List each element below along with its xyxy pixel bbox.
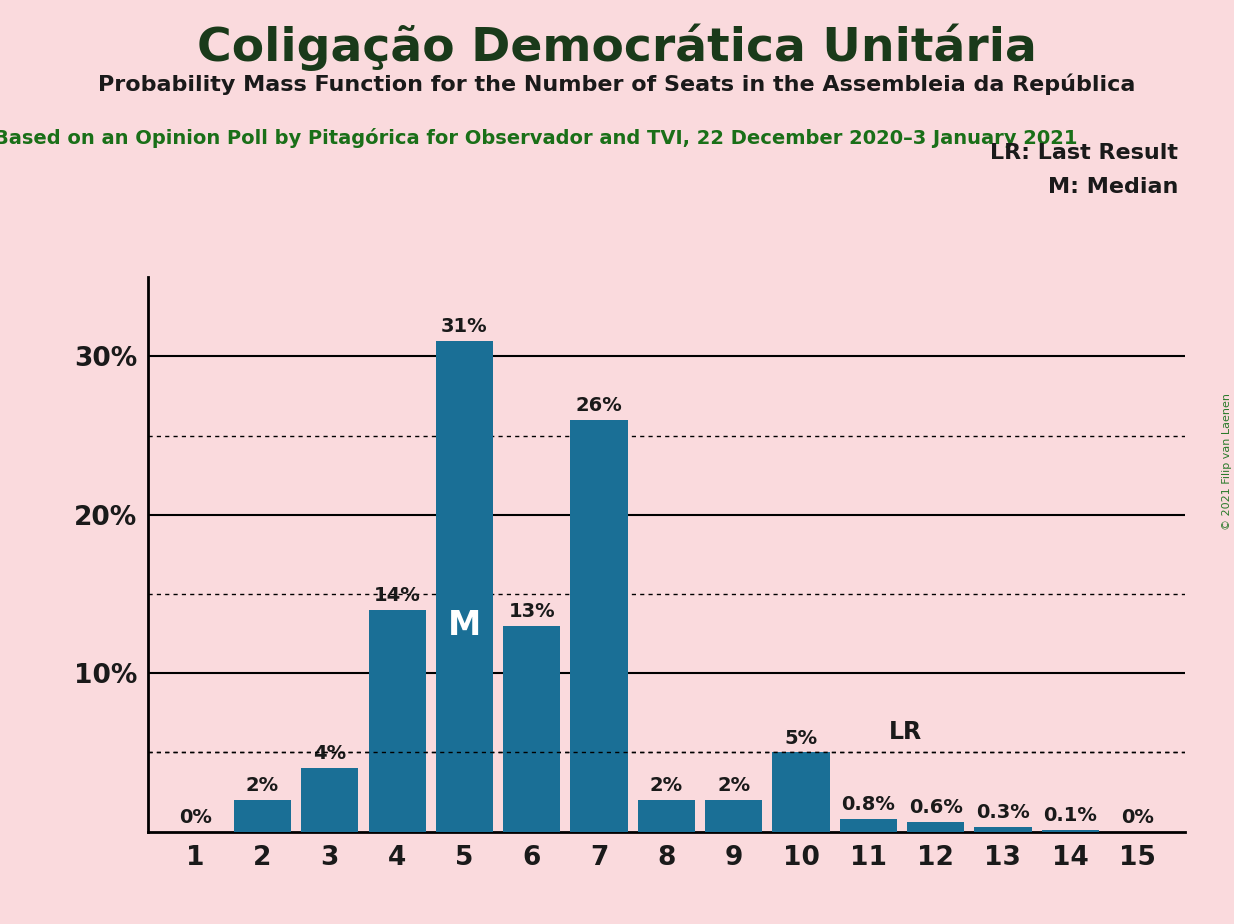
Text: Coligação Democrática Unitária: Coligação Democrática Unitária bbox=[197, 23, 1037, 70]
Text: 31%: 31% bbox=[441, 317, 487, 335]
Text: M: M bbox=[448, 609, 481, 642]
Text: Based on an Opinion Poll by Pitagórica for Observador and TVI, 22 December 2020–: Based on an Opinion Poll by Pitagórica f… bbox=[0, 128, 1077, 148]
Bar bbox=[301, 768, 358, 832]
Bar bbox=[907, 822, 964, 832]
Text: 0%: 0% bbox=[179, 808, 212, 827]
Text: 4%: 4% bbox=[313, 745, 347, 763]
Bar bbox=[975, 827, 1032, 832]
Bar bbox=[436, 341, 494, 832]
Text: 14%: 14% bbox=[374, 586, 421, 605]
Text: M: Median: M: Median bbox=[1048, 177, 1178, 198]
Text: 2%: 2% bbox=[650, 776, 682, 796]
Text: © 2021 Filip van Laenen: © 2021 Filip van Laenen bbox=[1222, 394, 1232, 530]
Text: 13%: 13% bbox=[508, 602, 555, 621]
Bar bbox=[369, 610, 426, 832]
Text: 5%: 5% bbox=[785, 729, 818, 748]
Bar bbox=[638, 800, 695, 832]
Text: 0.3%: 0.3% bbox=[976, 803, 1030, 822]
Bar bbox=[570, 419, 628, 832]
Bar bbox=[1041, 830, 1098, 832]
Text: 2%: 2% bbox=[246, 776, 279, 796]
Text: 0.8%: 0.8% bbox=[842, 796, 895, 814]
Text: 26%: 26% bbox=[576, 396, 622, 415]
Text: 2%: 2% bbox=[717, 776, 750, 796]
Text: LR: LR bbox=[888, 721, 922, 745]
Bar bbox=[839, 819, 897, 832]
Text: Probability Mass Function for the Number of Seats in the Assembleia da República: Probability Mass Function for the Number… bbox=[99, 74, 1135, 95]
Text: LR: Last Result: LR: Last Result bbox=[991, 143, 1178, 164]
Text: 0.1%: 0.1% bbox=[1043, 807, 1097, 825]
Bar bbox=[234, 800, 291, 832]
Text: 0%: 0% bbox=[1120, 808, 1154, 827]
Bar bbox=[772, 752, 829, 832]
Text: 0.6%: 0.6% bbox=[908, 798, 963, 818]
Bar bbox=[705, 800, 763, 832]
Bar bbox=[503, 626, 560, 832]
